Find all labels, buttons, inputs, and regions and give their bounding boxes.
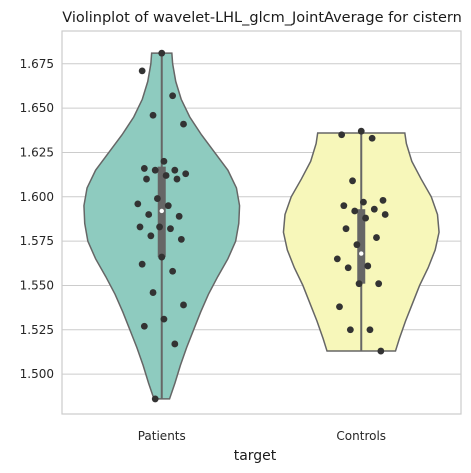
data-point xyxy=(366,326,374,334)
data-point xyxy=(180,120,187,128)
data-point xyxy=(355,280,363,288)
y-tick-label: 1.575 xyxy=(20,234,54,248)
data-point xyxy=(381,211,389,218)
y-axis-ticks: 1.500 1.525 1.550 1.575 1.600 1.625 1.650 1.675 xyxy=(20,57,54,381)
data-point xyxy=(177,235,185,243)
data-point xyxy=(171,340,179,348)
data-point xyxy=(160,157,168,165)
data-point xyxy=(362,214,369,222)
data-point xyxy=(379,196,387,204)
x-tick-label: Controls xyxy=(336,429,386,443)
x-axis-label: target xyxy=(234,448,277,464)
data-point xyxy=(375,280,383,288)
data-point xyxy=(138,260,146,268)
y-tick-label: 1.600 xyxy=(20,190,54,204)
data-point xyxy=(368,134,376,142)
data-point xyxy=(162,172,170,179)
data-point xyxy=(370,205,378,213)
data-point xyxy=(351,207,359,215)
data-point xyxy=(169,267,177,275)
data-point xyxy=(140,165,148,172)
y-tick-label: 1.550 xyxy=(20,278,54,292)
data-point xyxy=(349,177,356,185)
data-point xyxy=(149,111,157,119)
data-point xyxy=(169,92,177,100)
data-point xyxy=(156,223,163,231)
data-point xyxy=(171,166,179,174)
data-point xyxy=(344,264,352,272)
plot-frame xyxy=(61,30,462,415)
data-point xyxy=(373,234,380,241)
median-marker xyxy=(159,208,164,214)
data-point xyxy=(182,170,190,178)
data-point xyxy=(340,202,348,210)
data-point xyxy=(338,131,346,139)
data-point xyxy=(138,67,146,75)
data-point xyxy=(145,211,153,218)
x-axis-ticks: Patients Controls xyxy=(138,429,386,443)
data-point xyxy=(134,200,142,208)
median-marker xyxy=(359,251,364,256)
data-point xyxy=(167,225,174,233)
data-point xyxy=(158,49,166,57)
y-tick-label: 1.525 xyxy=(20,323,54,337)
data-point xyxy=(342,225,350,233)
iqr-box xyxy=(357,209,366,284)
data-point xyxy=(151,395,159,403)
y-tick-label: 1.650 xyxy=(20,101,54,115)
data-point xyxy=(154,195,161,202)
data-point xyxy=(173,175,181,183)
data-point xyxy=(333,255,341,263)
data-point xyxy=(175,212,183,220)
data-point xyxy=(143,175,150,183)
y-tick-label: 1.675 xyxy=(20,57,54,71)
data-point xyxy=(346,326,354,334)
data-point xyxy=(151,166,159,174)
data-point xyxy=(149,289,157,296)
data-point xyxy=(164,202,172,210)
chart-title: Violinplot of wavelet-LHL_glcm_JointAver… xyxy=(62,10,462,26)
data-point xyxy=(357,127,365,135)
data-point xyxy=(377,347,385,355)
data-point xyxy=(360,198,367,206)
data-point xyxy=(160,315,168,323)
data-point xyxy=(147,232,155,240)
data-point xyxy=(353,241,361,249)
data-point xyxy=(158,253,166,261)
y-tick-label: 1.625 xyxy=(20,145,54,159)
data-point xyxy=(136,223,144,231)
data-point xyxy=(364,262,372,270)
data-point xyxy=(180,301,187,309)
data-point xyxy=(140,322,148,330)
x-tick-label: Patients xyxy=(138,429,186,443)
strip-points xyxy=(134,49,389,403)
data-point xyxy=(336,303,343,311)
y-tick-label: 1.500 xyxy=(20,367,54,381)
